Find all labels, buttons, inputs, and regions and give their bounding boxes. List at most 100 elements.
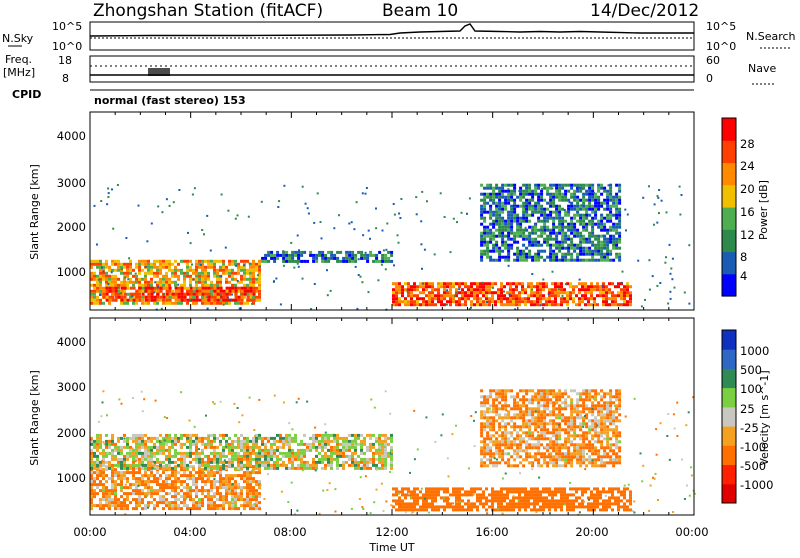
power-cell [540,226,543,229]
power-cell [597,238,600,241]
power-noise-cell [654,203,656,205]
velocity-cell [473,490,476,493]
velocity-cell [513,458,516,461]
power-cell [132,281,135,284]
power-cell [156,275,159,278]
power-cell [531,229,534,232]
velocity-cell [147,489,150,492]
power-noise-cell [161,308,163,310]
power-cell [258,299,261,302]
power-cell [515,288,518,291]
power-ytick-1000: 1000 [57,265,86,279]
power-cell [615,205,618,208]
power-cell [486,187,489,190]
power-cell [398,297,401,300]
velocity-cell [99,480,102,483]
power-cell [552,184,555,187]
velocity-cell [372,443,375,446]
velocity-cell [186,455,189,458]
velocity-cell [518,508,521,511]
velocity-cell [483,422,486,425]
power-cell [570,223,573,226]
velocity-cell [159,461,162,464]
power-cell [584,282,587,285]
velocity-cell [213,467,216,470]
power-cell [192,269,195,272]
power-cell [527,285,530,288]
velocity-cell [512,499,515,502]
velocity-cell [611,487,614,490]
velocity-cell [593,496,596,499]
velocity-cell [147,458,150,461]
velocity-cell [180,455,183,458]
velocity-cell [219,498,222,501]
power-cell [213,269,216,272]
power-cell [407,285,410,288]
velocity-cell [210,452,213,455]
power-cell [486,202,489,205]
power-cell [543,223,546,226]
power-noise-cell [382,230,384,232]
velocity-cell [201,480,204,483]
power-cell [602,300,605,303]
velocity-cell [249,461,252,464]
power-cell [483,226,486,229]
power-cell [422,300,425,303]
power-cell [114,263,117,266]
velocity-cell [384,452,387,455]
velocity-cell [105,501,108,504]
velocity-cell [527,490,530,493]
velocity-cell [174,452,177,455]
power-noise-cell [206,215,208,217]
velocity-cell [528,452,531,455]
power-cell [491,300,494,303]
velocity-cell [557,499,560,502]
velocity-cell [482,496,485,499]
velocity-cell [345,437,348,440]
power-cell [537,193,540,196]
power-cell [488,285,491,288]
power-cell [569,282,572,285]
velocity-cell [270,446,273,449]
power-cell [129,260,132,263]
power-cell [159,281,162,284]
power-noise-cell [657,195,659,197]
velocity-cell [540,395,543,398]
velocity-cell [422,505,425,508]
velocity-cell [539,508,542,511]
velocity-cell [207,446,210,449]
velocity-cell [231,507,234,510]
power-cell [510,226,513,229]
power-cell [145,287,148,290]
velocity-cell [144,455,147,458]
velocity-cell [378,461,381,464]
power-cell [253,290,256,293]
velocity-cell [602,508,605,511]
velocity-cell [345,455,348,458]
velocity-cell [522,410,525,413]
power-noise-cell [653,224,655,226]
power-cell [121,299,124,302]
power-cell [593,297,596,300]
velocity-cell [273,449,276,452]
velocity-cell [294,458,297,461]
velocity-cell [231,458,234,461]
velocity-cell [366,446,369,449]
velocity-cell [261,452,264,455]
power-cell [623,303,626,306]
power-cell [174,260,177,263]
power-cell [446,285,449,288]
power-cell [600,241,603,244]
power-cell [306,260,309,263]
power-cell [591,256,594,259]
velocity-cell [213,452,216,455]
velocity-cell [566,499,569,502]
power-cell [612,244,615,247]
power-cell [612,223,615,226]
power-cell [124,293,127,296]
power-cell [597,220,600,223]
power-cell [193,299,196,302]
velocity-cell [330,458,333,461]
power-cell [114,260,117,263]
velocity-cell [534,455,537,458]
